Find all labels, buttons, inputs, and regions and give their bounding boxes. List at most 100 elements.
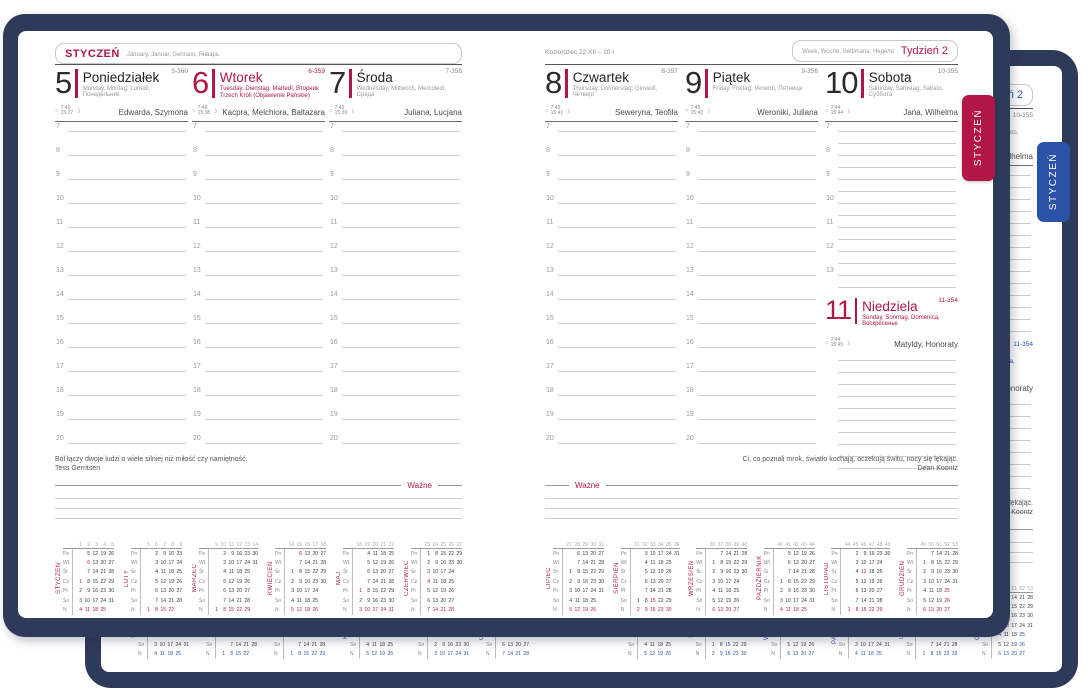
mini-day-label: So [343,597,350,604]
mini-date: 8 [87,578,90,585]
mini-date: 19 [304,607,310,614]
mini-date: 22 [943,651,950,658]
mini-date: 8 [435,550,438,557]
week-number: 49 [884,542,891,548]
mini-day-label: N [981,651,986,658]
mini-date: 17 [236,560,242,567]
mini-date: 26 [176,578,182,585]
mini-date: 2 [155,550,158,557]
mini-date: 14 [432,607,438,614]
hour-line [558,323,676,324]
week-number: 42 [793,542,799,548]
quote-text: Ci, co poznali mrok, światło kochają, oc… [742,456,958,463]
mini-date: 19 [236,578,242,585]
mini-date: 24 [176,560,182,567]
mini-day-label: Śr [763,569,769,576]
mini-date: 13 [650,578,656,585]
mini-date: 7 [367,578,370,585]
mini-date: 24 [175,641,181,648]
sunrise-time: 7:45 [334,105,345,111]
mini-day-row: N 4 11 18 25 [764,605,815,615]
mini-date: 13 [432,597,438,604]
mini-day-label: Cz [411,578,418,585]
left-page: STYCZEŃ January, Januar, Gennaio, Январь… [55,31,462,618]
mini-date: 25 [876,569,883,576]
hour-label: 19 [686,411,694,418]
mini-date: 25 [175,651,181,658]
mini-date: 20 [725,607,732,614]
day-accent-bar [861,69,864,98]
hour-label: 10 [686,195,694,202]
mini-date: 4 [780,607,783,614]
name-days: Matyldy, Honoraty [894,340,958,349]
mini-date: 4 [291,597,294,604]
mini-day-label: Śr [199,569,204,576]
mini-day-row: N 1 8 15 22 [131,605,182,615]
mini-date: 7 [502,651,505,658]
hour-label: 17 [546,363,554,370]
week-number: 32 [642,542,648,548]
week-number: 16 [304,542,310,548]
mini-day-row: So 4 11 18 25 [628,639,679,650]
mini-date: 16 [582,578,588,585]
mini-date: 30 [598,578,604,585]
mini-date: 26 [666,569,672,576]
hour-line [698,347,816,348]
mini-date: 7 [155,597,158,604]
mini-day-label: Wt [763,560,770,567]
hour-label: 13 [826,267,834,274]
mini-day-label: N [906,607,911,614]
mini-date: 1 [636,597,640,604]
hour-label: 19 [193,411,201,418]
mini-date: 20 [800,651,807,658]
mini-date: 4 [855,651,858,658]
week-number: 15 [296,542,302,548]
mini-date: 31 [252,560,258,567]
day-translations: Monday, Montag, Lunedì, Понедельник [82,86,151,98]
mini-date: 4 [855,569,859,576]
mini-day-label: Wt [906,560,914,567]
mini-day-row: N 5 12 19 26 [628,649,679,659]
mini-day-label: N [696,607,700,614]
mini-date: 11 [84,607,90,614]
mini-day-label: Śr [831,569,837,576]
week-number: 21 [380,542,386,548]
week-header-box: Week, Woche, Settimana, Неделя Tydzień 2 [792,40,958,62]
sun-icon: ○ [825,108,829,114]
hour-line [558,275,676,276]
mini-date: 15 [860,607,867,614]
mini-date: 22 [243,651,249,658]
mini-month-name: MAJ [336,571,342,585]
mini-date: 21 [868,597,875,604]
mini-date: 8 [367,588,370,595]
mini-date: 28 [319,641,325,648]
mini-date: 27 [944,607,950,614]
mini-date: 14 [650,588,656,595]
hour-label: 9 [193,171,197,178]
mini-date: 11 [371,641,377,648]
week-translations: Week, Woche, Settimana, Неделя [802,49,894,55]
names-separator [825,121,958,122]
mini-date: 6 [367,569,370,576]
mini-date: 14 [936,550,942,557]
hour-label: 16 [56,339,64,346]
mini-date: 19 [582,607,588,614]
day-of-year: 8-357 [661,68,678,75]
mini-date: 27 [809,560,815,567]
mini-date: 17 [868,641,874,648]
hour-label: 9 [56,171,60,178]
day-number: 7 [329,65,346,100]
hour-label: 16 [686,339,694,346]
